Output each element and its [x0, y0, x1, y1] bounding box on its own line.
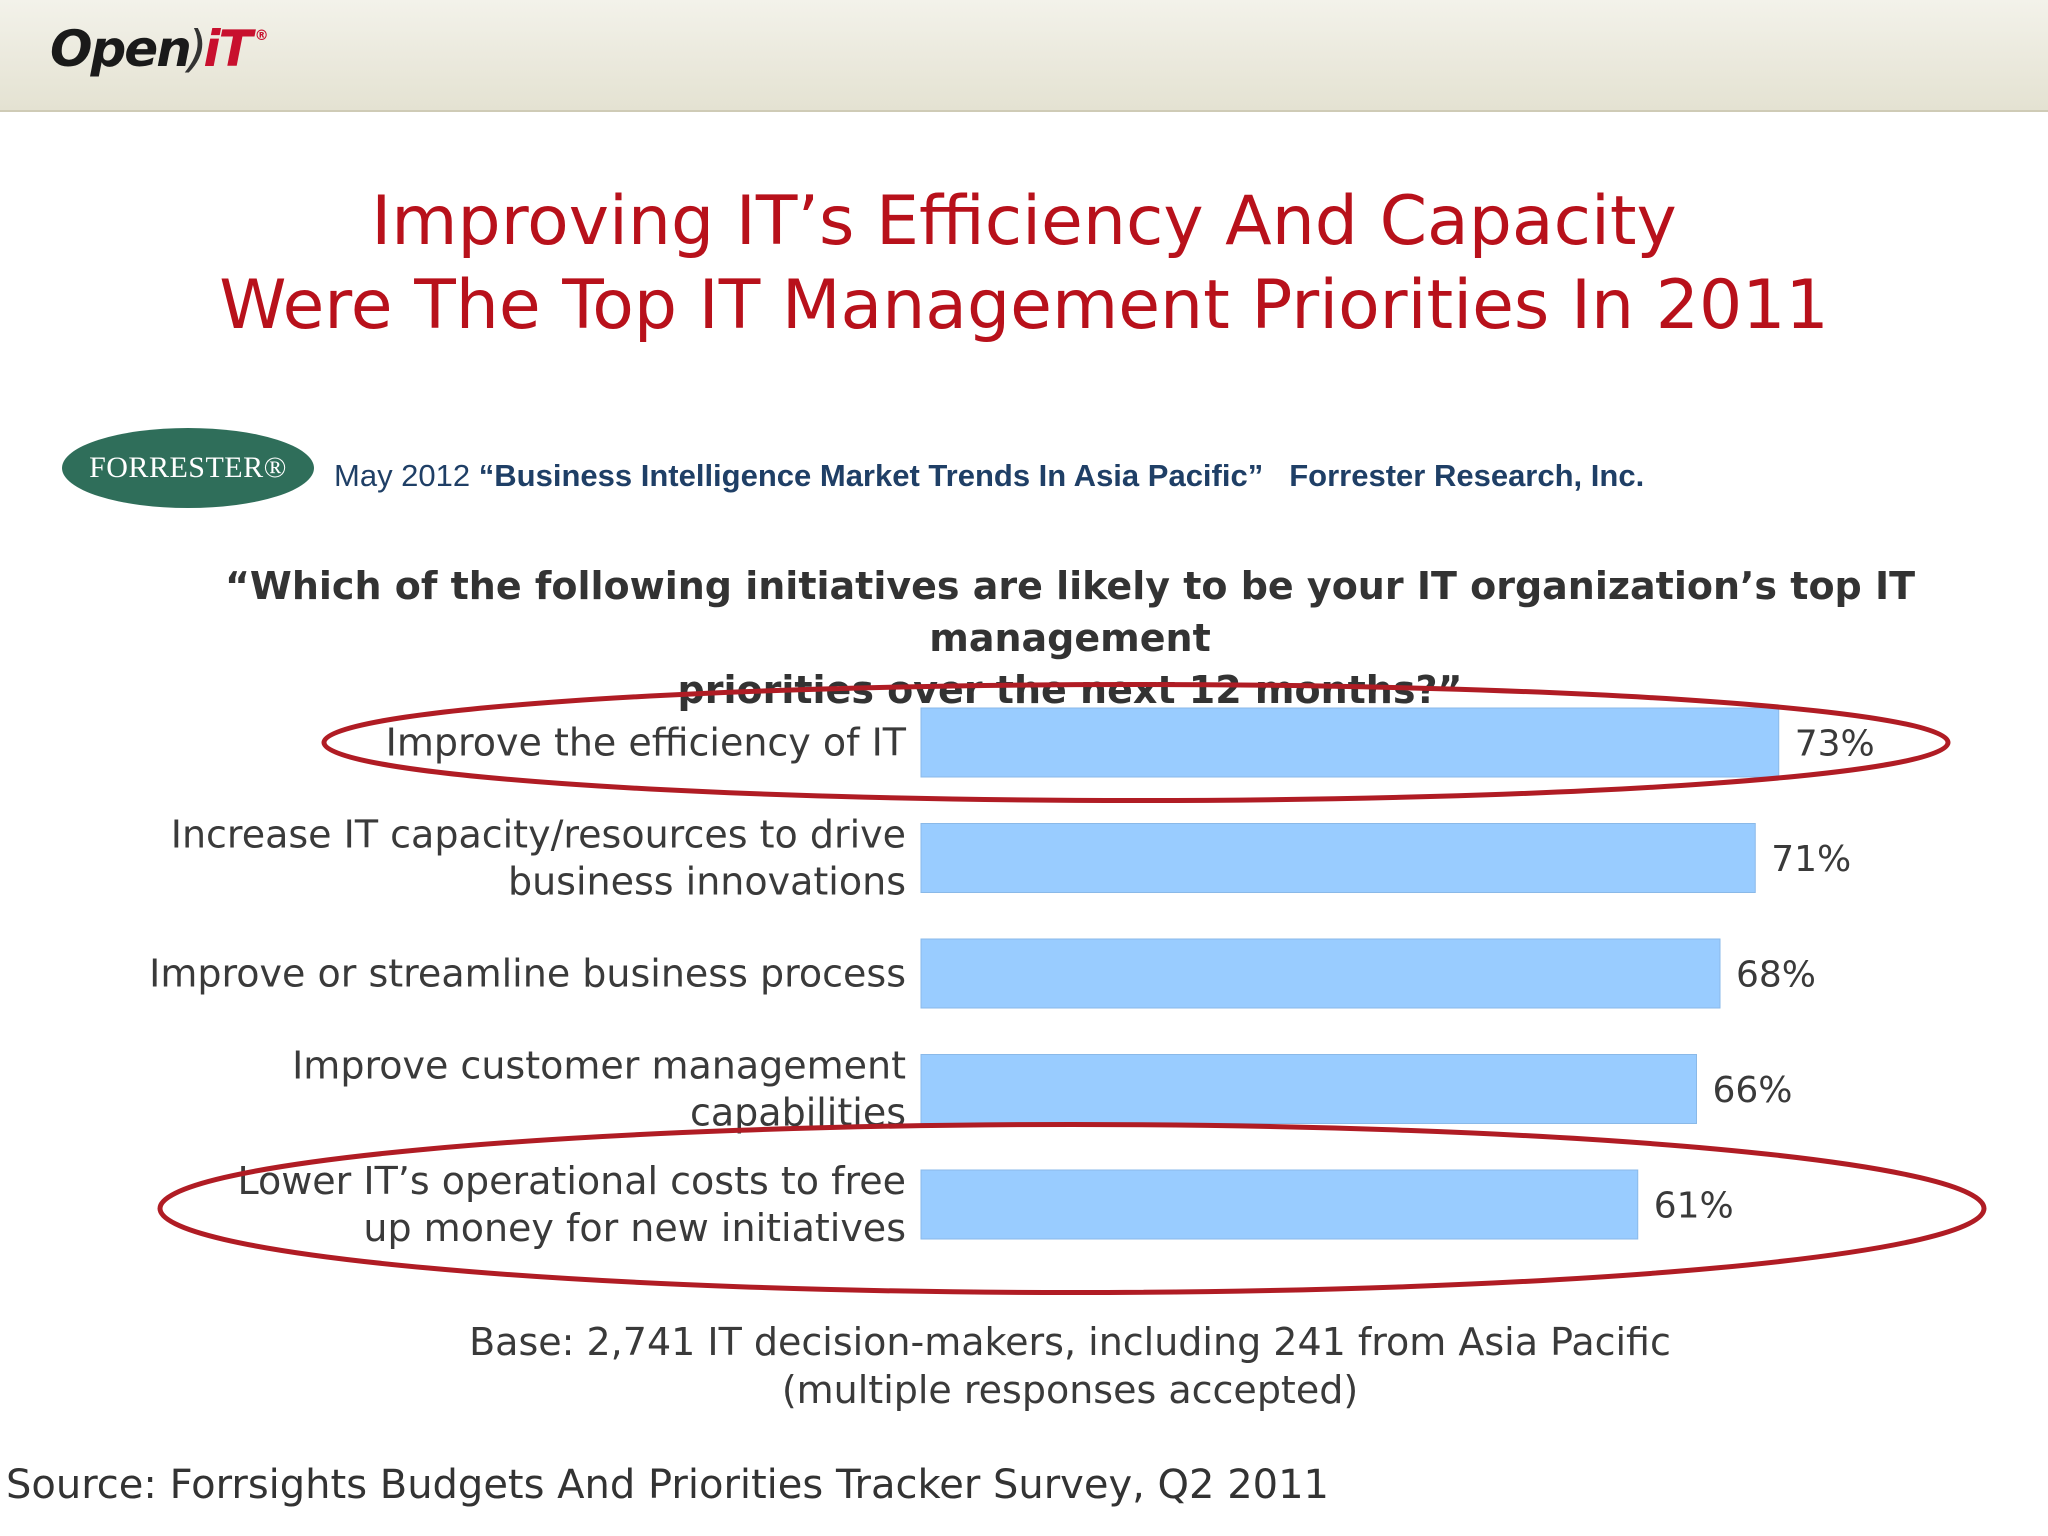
citation-publisher: Forrester Research, Inc.	[1289, 458, 1645, 493]
category-label-1: Improve the efficiency of IT	[386, 721, 907, 765]
source-note: Source: Forrsights Budgets And Prioritie…	[6, 1462, 1329, 1508]
header-band	[0, 0, 2048, 112]
bar-5	[920, 1169, 1639, 1240]
slide-title: Improving IT’s Efficiency And Capacity W…	[0, 180, 2048, 348]
value-label-4: 66%	[1713, 1070, 1793, 1111]
category-label-5-line2: up money for new initiatives	[363, 1206, 906, 1250]
citation: May 2012 “Business Intelligence Market T…	[334, 458, 1644, 494]
base-note-line1: Base: 2,741 IT decision-makers, includin…	[469, 1320, 1671, 1364]
bar-3	[920, 938, 1721, 1009]
highlight-layer	[157, 682, 1987, 1295]
category-label-4-line1: Improve customer management	[292, 1044, 906, 1088]
bar-4	[920, 1054, 1697, 1124]
category-label-2-line2: business innovations	[508, 860, 906, 904]
survey-question-line1: “Which of the following initiatives are …	[224, 564, 1916, 660]
base-note: Base: 2,741 IT decision-makers, includin…	[0, 1318, 2048, 1414]
labels-layer: 73% Improve the efficiency of IT 71% Increa…	[149, 721, 1875, 1251]
category-label-2-line1: Increase IT capacity/resources to drive	[171, 813, 906, 857]
logo-paren: )	[187, 20, 207, 78]
base-note-line2: (multiple responses accepted)	[781, 1368, 1359, 1412]
value-label-1: 73%	[1795, 724, 1875, 765]
category-label-5-line1: Lower IT’s operational costs to free	[237, 1159, 906, 1203]
logo-registered: ®	[254, 28, 269, 44]
citation-date: May 2012	[334, 458, 479, 493]
highlight-ellipse-1	[321, 682, 1951, 803]
logo-open: Open	[50, 20, 192, 78]
bar-1	[920, 707, 1780, 778]
value-label-5: 61%	[1654, 1186, 1734, 1227]
bar-2	[920, 823, 1756, 893]
value-label-3: 68%	[1736, 955, 1816, 996]
forrester-logo: FORRESTER®	[62, 428, 314, 508]
bars-layer	[920, 707, 1780, 1240]
openit-logo: Open ) iT ®	[50, 20, 269, 90]
highlight-ellipse-5	[157, 1122, 1987, 1295]
category-label-3: Improve or streamline business process	[149, 952, 906, 996]
slide-title-line2: Were The Top IT Management Priorities In…	[219, 266, 1829, 345]
value-label-2: 71%	[1771, 839, 1851, 880]
slide-title-line1: Improving IT’s Efficiency And Capacity	[371, 182, 1677, 261]
logo-it: iT	[203, 20, 252, 78]
citation-report-title: “Business Intelligence Market Trends In …	[478, 458, 1264, 493]
